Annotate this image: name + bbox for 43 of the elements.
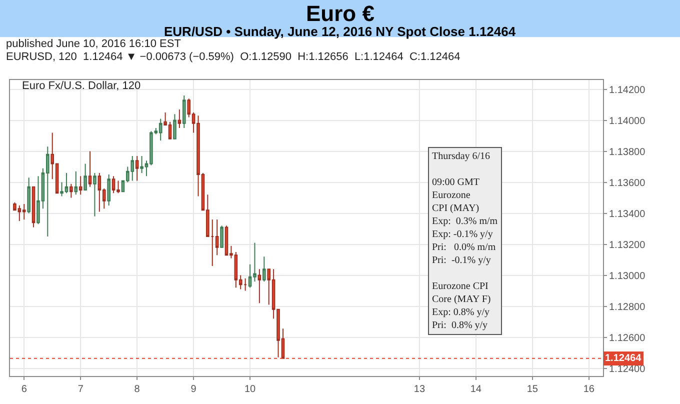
candlestick — [178, 108, 182, 129]
y-tick-label: 1.12600 — [609, 332, 646, 344]
candlestick — [27, 177, 30, 214]
candlestick — [173, 114, 176, 140]
x-tick-label: 16 — [583, 384, 595, 395]
candlestick — [107, 174, 110, 206]
y-tick-label: 1.13800 — [609, 146, 646, 158]
x-tick-label: 6 — [21, 384, 28, 395]
y-tick-label: 1.13200 — [609, 240, 646, 251]
x-tick-label: 13 — [414, 384, 426, 395]
candlestick — [74, 170, 78, 196]
candlestick — [215, 218, 219, 256]
candlestick — [220, 225, 224, 248]
text: published June 10, 2016 16:10 EST — [6, 38, 182, 50]
chart-title: Euro € — [306, 1, 374, 26]
y-tick-label: 1.14200 — [609, 84, 646, 96]
candlestick — [93, 172, 96, 217]
y-tick-label: 1.13600 — [609, 178, 646, 189]
y-tick-label: 1.13400 — [609, 208, 646, 220]
x-tick-label: 15 — [526, 384, 538, 395]
candlestick — [258, 268, 262, 304]
text: Thursday 6/16 09:00 GMT Eurozone CPI (MAY) Exp: 0.3% m/m Exp: -0.1% y/y Pri: 0.0% m/m Pri: -0.1% y/y Eurozone CPI Core (MAY F) Exp: 0.8% y/y Pri: 0.8% y/y — [432, 151, 498, 331]
candlestick — [262, 256, 266, 282]
x-tick-label: 10 — [244, 384, 256, 395]
x-tick-label: 8 — [134, 384, 140, 395]
text: EURUSD, 120 1.12464 ▼ −0.00673 (−0.59%) O:1.12590 H:1.12656 L:1.12464 C:1.12464 — [6, 51, 460, 63]
candlestick — [182, 95, 186, 129]
y-tick-label: 1.13000 — [609, 270, 646, 282]
candlestick — [84, 163, 87, 191]
candlestick — [32, 186, 36, 228]
annotation: Euro Fx/U.S. Dollar, 120 — [22, 80, 141, 92]
y-tick-label: 1.14000 — [609, 116, 646, 127]
x-tick-label: 14 — [470, 384, 482, 395]
x-tick-label: 9 — [190, 384, 197, 395]
ref-line-label: 1.12464 — [605, 353, 642, 364]
chart-subtitle: EUR/USD • Sunday, June 12, 2016 NY Spot Close 1.12464 — [164, 24, 516, 39]
candlestick — [135, 155, 139, 182]
candlestick — [22, 203, 26, 220]
candlestick — [78, 176, 82, 196]
candlestick — [70, 183, 73, 198]
y-tick-label: 1.12800 — [609, 302, 646, 313]
x-tick-label: 7 — [78, 384, 84, 395]
candlestick — [88, 150, 92, 188]
